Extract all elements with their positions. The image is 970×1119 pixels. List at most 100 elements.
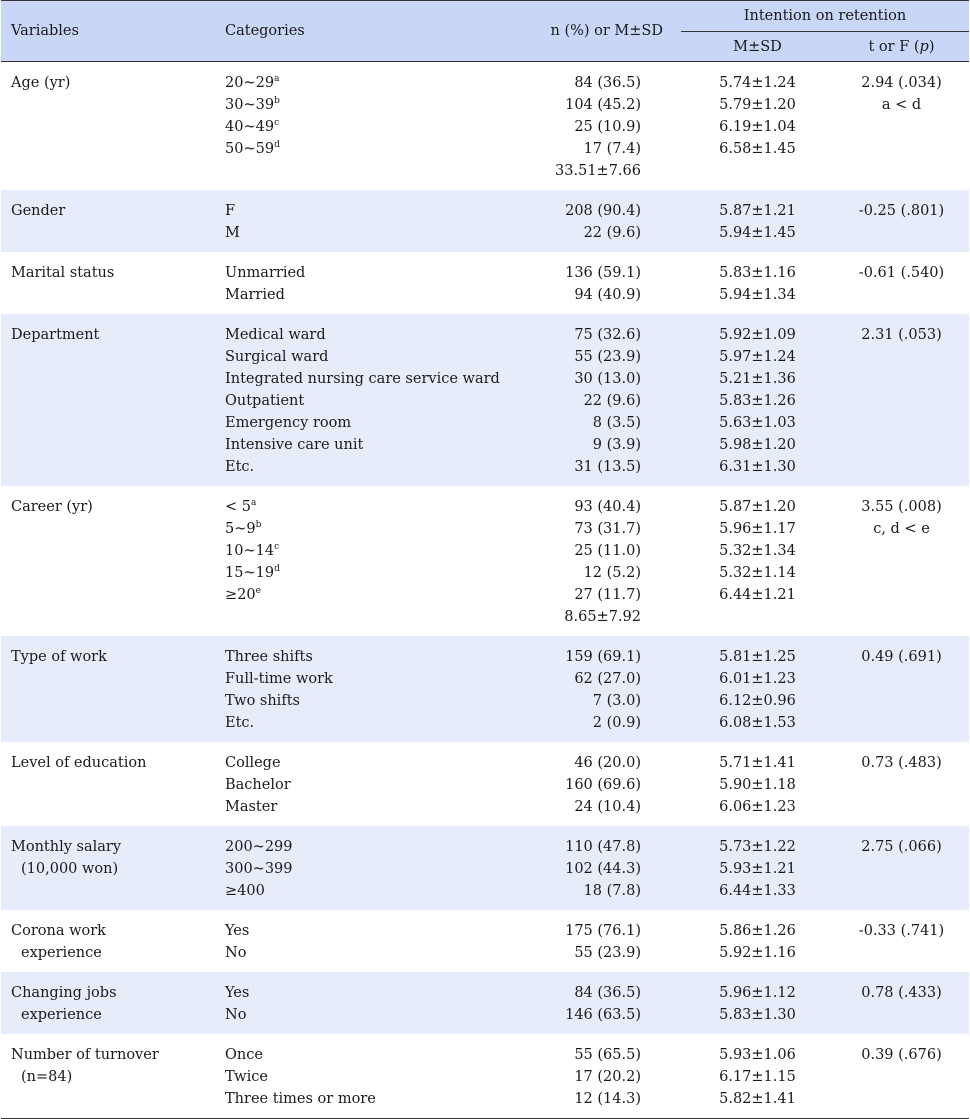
category-label: Two shifts: [225, 693, 300, 709]
n-cell-line: 84 (36.5): [574, 985, 641, 1001]
group-superscript: c: [274, 542, 280, 552]
categories-cell-line: Etc.: [225, 712, 530, 734]
categories-cell: Unmarried Married: [215, 252, 530, 314]
categories-cell-line: Two shifts: [225, 690, 530, 712]
category-label: Three shifts: [225, 649, 313, 665]
categories-cell-line: Bachelor: [225, 774, 530, 796]
n-cell-line: 136 (59.1): [565, 265, 641, 281]
msd-cell-line: 6.19±1.04: [719, 119, 796, 135]
n-cell-line: 84 (36.5): [574, 75, 641, 91]
header-t-or-f: t or F (p): [834, 31, 969, 62]
categories-cell-line: Emergency room: [225, 412, 530, 434]
table-row: Level of education College Bachelor Master 4…: [1, 742, 969, 826]
table-row: Marital status Unmarried Married 136 (59.1)…: [1, 252, 969, 314]
msd-cell-line: 5.96±1.12: [719, 985, 796, 1001]
categories-cell-line: No: [225, 942, 530, 964]
variable-cell: Career (yr): [1, 486, 215, 636]
variable-cell: Department: [1, 314, 215, 486]
table-row: Changing jobs experience Yes No 84 (36.5) 146…: [1, 972, 969, 1034]
group-superscript: b: [255, 520, 262, 530]
categories-cell: 20~29a 30~39b 40~49c 50~59d: [215, 62, 530, 191]
categories-cell-line: Medical ward: [225, 324, 530, 346]
category-label: 20~29: [225, 75, 275, 91]
table-row: Department Medical ward Surgical ward Integ…: [1, 314, 969, 486]
msd-cell-line: 5.97±1.24: [719, 349, 796, 365]
categories-cell: Yes No: [215, 972, 530, 1034]
n-cell: 159 (69.1) 62 (27.0) 7 (3.0) 2 (0.9): [530, 636, 681, 742]
n-cell-line: 8.65±7.92: [564, 609, 641, 625]
msd-cell: 5.83±1.16 5.94±1.34: [681, 252, 834, 314]
t-cell: -0.61 (.540): [834, 252, 969, 314]
variable-cell-line: experience: [21, 945, 102, 961]
n-cell-line: 12 (5.2): [583, 565, 641, 581]
category-label: Surgical ward: [225, 349, 329, 365]
t-cell-line: 2.75 (.066): [861, 839, 942, 855]
variable-cell: Changing jobs experience: [1, 972, 215, 1034]
categories-cell-line: 200~299: [225, 836, 530, 858]
msd-cell-line: 5.92±1.09: [719, 327, 796, 343]
t-cell: 0.73 (.483): [834, 742, 969, 826]
n-cell-line: 110 (47.8): [565, 839, 641, 855]
msd-cell-line: 5.94±1.45: [719, 225, 796, 241]
category-label: Integrated nursing care service ward: [225, 371, 500, 387]
variable-cell: Type of work: [1, 636, 215, 742]
category-label: 10~14: [225, 543, 275, 559]
t-cell: 2.75 (.066): [834, 826, 969, 910]
table-row: Monthly salary (10,000 won) 200~299 300~399…: [1, 826, 969, 910]
categories-cell-line: ≥400: [225, 880, 530, 902]
header-n: n (%) or M±SD: [530, 0, 681, 62]
msd-cell-line: 6.58±1.45: [719, 141, 796, 157]
category-label: 300~399: [225, 861, 293, 877]
n-cell: 55 (65.5) 17 (20.2) 12 (14.3): [530, 1034, 681, 1119]
t-cell: 0.39 (.676): [834, 1034, 969, 1119]
category-label: Intensive care unit: [225, 437, 364, 453]
variable-cell: Number of turnover (n=84): [1, 1034, 215, 1119]
group-superscript: c: [274, 118, 280, 128]
variable-cell-line: Department: [11, 327, 100, 343]
msd-cell-line: 6.44±1.21: [719, 587, 796, 603]
category-label: ≥400: [225, 883, 265, 899]
t-cell: 2.31 (.053): [834, 314, 969, 486]
category-label: Full-time work: [225, 671, 333, 687]
category-label: Master: [225, 799, 278, 815]
msd-cell: 5.87±1.21 5.94±1.45: [681, 190, 834, 252]
categories-cell-line: Once: [225, 1044, 530, 1066]
msd-cell-line: 5.93±1.06: [719, 1047, 796, 1063]
n-cell-line: 55 (23.9): [574, 945, 641, 961]
categories-cell-line: 5~9b: [225, 518, 530, 540]
variable-cell: Age (yr): [1, 62, 215, 191]
category-label: No: [225, 1007, 247, 1023]
variable-cell: Marital status: [1, 252, 215, 314]
variable-cell-line: Gender: [11, 203, 66, 219]
header-intention-group: Intention on retention: [681, 0, 969, 32]
msd-cell: 5.92±1.09 5.97±1.24 5.21±1.36 5.83±1.26 5.63…: [681, 314, 834, 486]
categories-cell-line: Yes: [225, 982, 530, 1004]
n-cell-line: 33.51±7.66: [555, 163, 641, 179]
n-cell-line: 104 (45.2): [565, 97, 641, 113]
t-cell: 2.94 (.034) a < d: [834, 62, 969, 191]
n-cell: 208 (90.4) 22 (9.6): [530, 190, 681, 252]
categories-cell-line: Three shifts: [225, 646, 530, 668]
header-categories: Categories: [215, 0, 530, 62]
msd-cell-line: 6.31±1.30: [719, 459, 796, 475]
categories-cell-line: Yes: [225, 920, 530, 942]
variable-cell: Level of education: [1, 742, 215, 826]
msd-cell-line: 6.06±1.23: [719, 799, 796, 815]
categories-cell-line: < 5a: [225, 496, 530, 518]
msd-cell: 5.87±1.20 5.96±1.17 5.32±1.34 5.32±1.14 6.44…: [681, 486, 834, 636]
categories-cell-line: Master: [225, 796, 530, 818]
msd-cell-line: 5.92±1.16: [719, 945, 796, 961]
category-label: Unmarried: [225, 265, 306, 281]
variable-cell-line: Marital status: [11, 265, 115, 281]
variable-cell: Corona work experience: [1, 910, 215, 972]
header-msd: M±SD: [681, 31, 834, 62]
variable-cell-line: (n=84): [21, 1069, 73, 1085]
table-row: Age (yr) 20~29a 30~39b 40~49c 50~59d 84 (36.5…: [1, 62, 969, 191]
group-superscript: d: [274, 140, 280, 150]
msd-cell-line: 5.32±1.34: [719, 543, 796, 559]
header-variables: Variables: [1, 0, 215, 62]
categories-cell: 200~299 300~399 ≥400: [215, 826, 530, 910]
category-label: 15~19: [225, 565, 275, 581]
msd-cell-line: 5.83±1.30: [719, 1007, 796, 1023]
